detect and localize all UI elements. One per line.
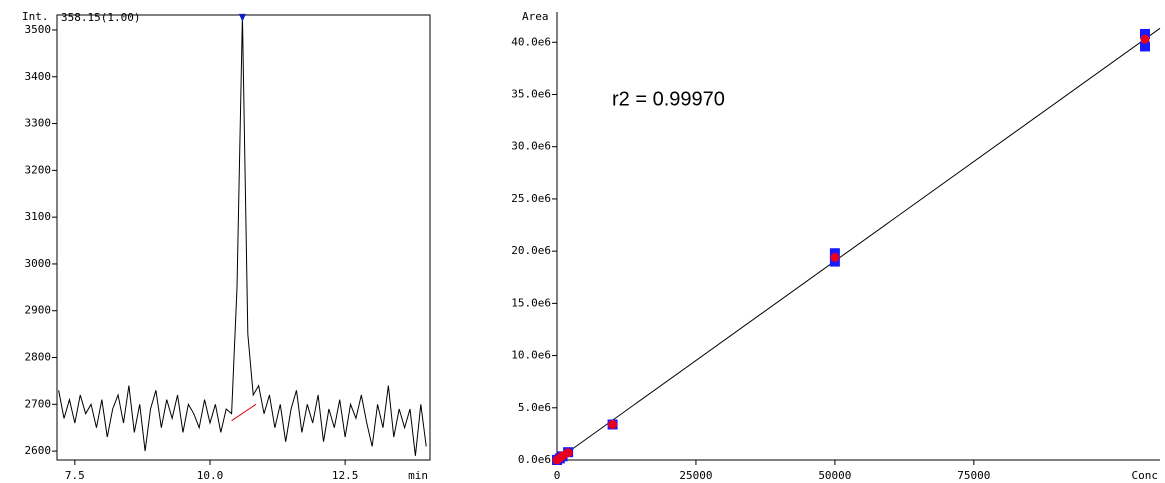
y-axis-label: Area [522, 10, 549, 23]
y-axis-label: Int. [22, 10, 49, 23]
annotation: 358.15(1.00) [61, 11, 140, 24]
x-tick-label: 12.5 [332, 469, 359, 482]
signal-line [58, 15, 427, 456]
x-tick-label: 50000 [818, 469, 851, 482]
y-tick-label: 2600 [25, 444, 52, 457]
annotation: r2 = 0.99970 [612, 88, 725, 110]
y-tick-label: 20.0e6 [511, 244, 551, 257]
x-axis-label: Conc [1132, 469, 1159, 482]
point [1139, 41, 1150, 52]
y-tick-label: 3500 [25, 23, 52, 36]
y-tick-label: 25.0e6 [511, 192, 551, 205]
y-tick-label: 3400 [25, 70, 52, 83]
y-tick-label: 2800 [25, 351, 52, 364]
y-tick-label: 3100 [25, 210, 52, 223]
y-tick-label: 2700 [25, 397, 52, 410]
baseline [231, 403, 257, 422]
x-tick-label: 75000 [957, 469, 990, 482]
y-tick-label: 3200 [25, 163, 52, 176]
point [830, 252, 840, 262]
fit-line [556, 27, 1161, 461]
y-tick-label: 3300 [25, 117, 52, 130]
point [1140, 34, 1150, 44]
x-tick-label: 25000 [679, 469, 712, 482]
point [1139, 28, 1150, 39]
point [563, 448, 573, 458]
y-tick-label: 2900 [25, 304, 52, 317]
x-tick-label: 10.0 [197, 469, 224, 482]
y-tick-label: 30.0e6 [511, 140, 551, 153]
x-tick-label: 7.5 [65, 469, 85, 482]
peak-marker [238, 13, 246, 22]
y-tick-label: 10.0e6 [511, 349, 551, 362]
y-tick-label: 40.0e6 [511, 35, 551, 48]
y-tick-label: 0.0e6 [518, 453, 551, 466]
x-tick-label: 0 [554, 469, 561, 482]
point [608, 419, 618, 429]
x-axis-label: min [408, 469, 428, 482]
y-tick-label: 15.0e6 [511, 296, 551, 309]
y-tick-label: 35.0e6 [511, 87, 551, 100]
y-tick-label: 5.0e6 [518, 401, 551, 414]
y-tick-label: 3000 [25, 257, 52, 270]
